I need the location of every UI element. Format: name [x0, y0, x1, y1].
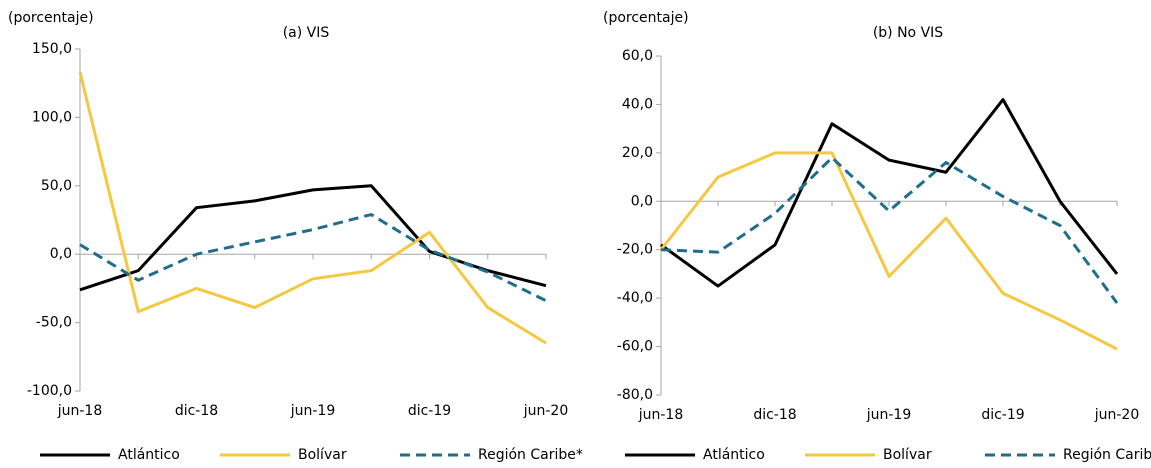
legend-label: Atlántico: [703, 447, 765, 463]
y-tick-label: -40,0: [617, 290, 653, 306]
series-line: [660, 98, 1119, 288]
x-tick-label: jun-20: [1094, 407, 1140, 423]
x-tick-label: dic-18: [753, 407, 796, 423]
x-tick-label: jun-20: [523, 403, 569, 419]
legend-label: Bolívar: [883, 447, 932, 463]
y-tick-label: 60,0: [622, 48, 653, 64]
series-line: [79, 213, 547, 303]
series-line: [660, 156, 1119, 304]
x-tick-label: jun-19: [290, 403, 336, 419]
y-tick-label: 20,0: [622, 145, 653, 161]
y-tick-label: 0,0: [631, 193, 653, 209]
x-tick-label: jun-18: [638, 407, 684, 423]
y-tick-label: -20,0: [617, 242, 653, 258]
x-tick-label: dic-19: [408, 403, 451, 419]
x-tick-label: dic-18: [175, 403, 218, 419]
legend-label: Atlántico: [118, 447, 180, 463]
y-tick-label: 40,0: [622, 96, 653, 112]
y-axis-label: (porcentaje): [603, 10, 689, 26]
y-tick-label: -60,0: [617, 339, 653, 355]
y-tick-label: -50,0: [36, 315, 72, 331]
legend-label: Bolívar: [298, 447, 347, 463]
chart-title: (b) No VIS: [873, 25, 943, 41]
chart-title: (a) VIS: [283, 25, 330, 41]
y-tick-label: 50,0: [41, 178, 72, 194]
y-tick-label: -100,0: [27, 383, 72, 399]
x-tick-label: jun-18: [57, 403, 103, 419]
y-tick-label: 0,0: [50, 246, 72, 262]
y-tick-label: 150,0: [32, 41, 72, 57]
x-tick-label: dic-19: [981, 407, 1024, 423]
x-tick-label: jun-19: [866, 407, 912, 423]
y-tick-label: -80,0: [617, 387, 653, 403]
legend-label: Región Caribe*: [1063, 447, 1151, 463]
series-line: [659, 151, 1118, 351]
y-tick-label: 100,0: [32, 109, 72, 125]
y-axis-label: (porcentaje): [8, 10, 94, 26]
series-line: [78, 71, 547, 345]
legend-label: Región Caribe*: [478, 447, 583, 463]
